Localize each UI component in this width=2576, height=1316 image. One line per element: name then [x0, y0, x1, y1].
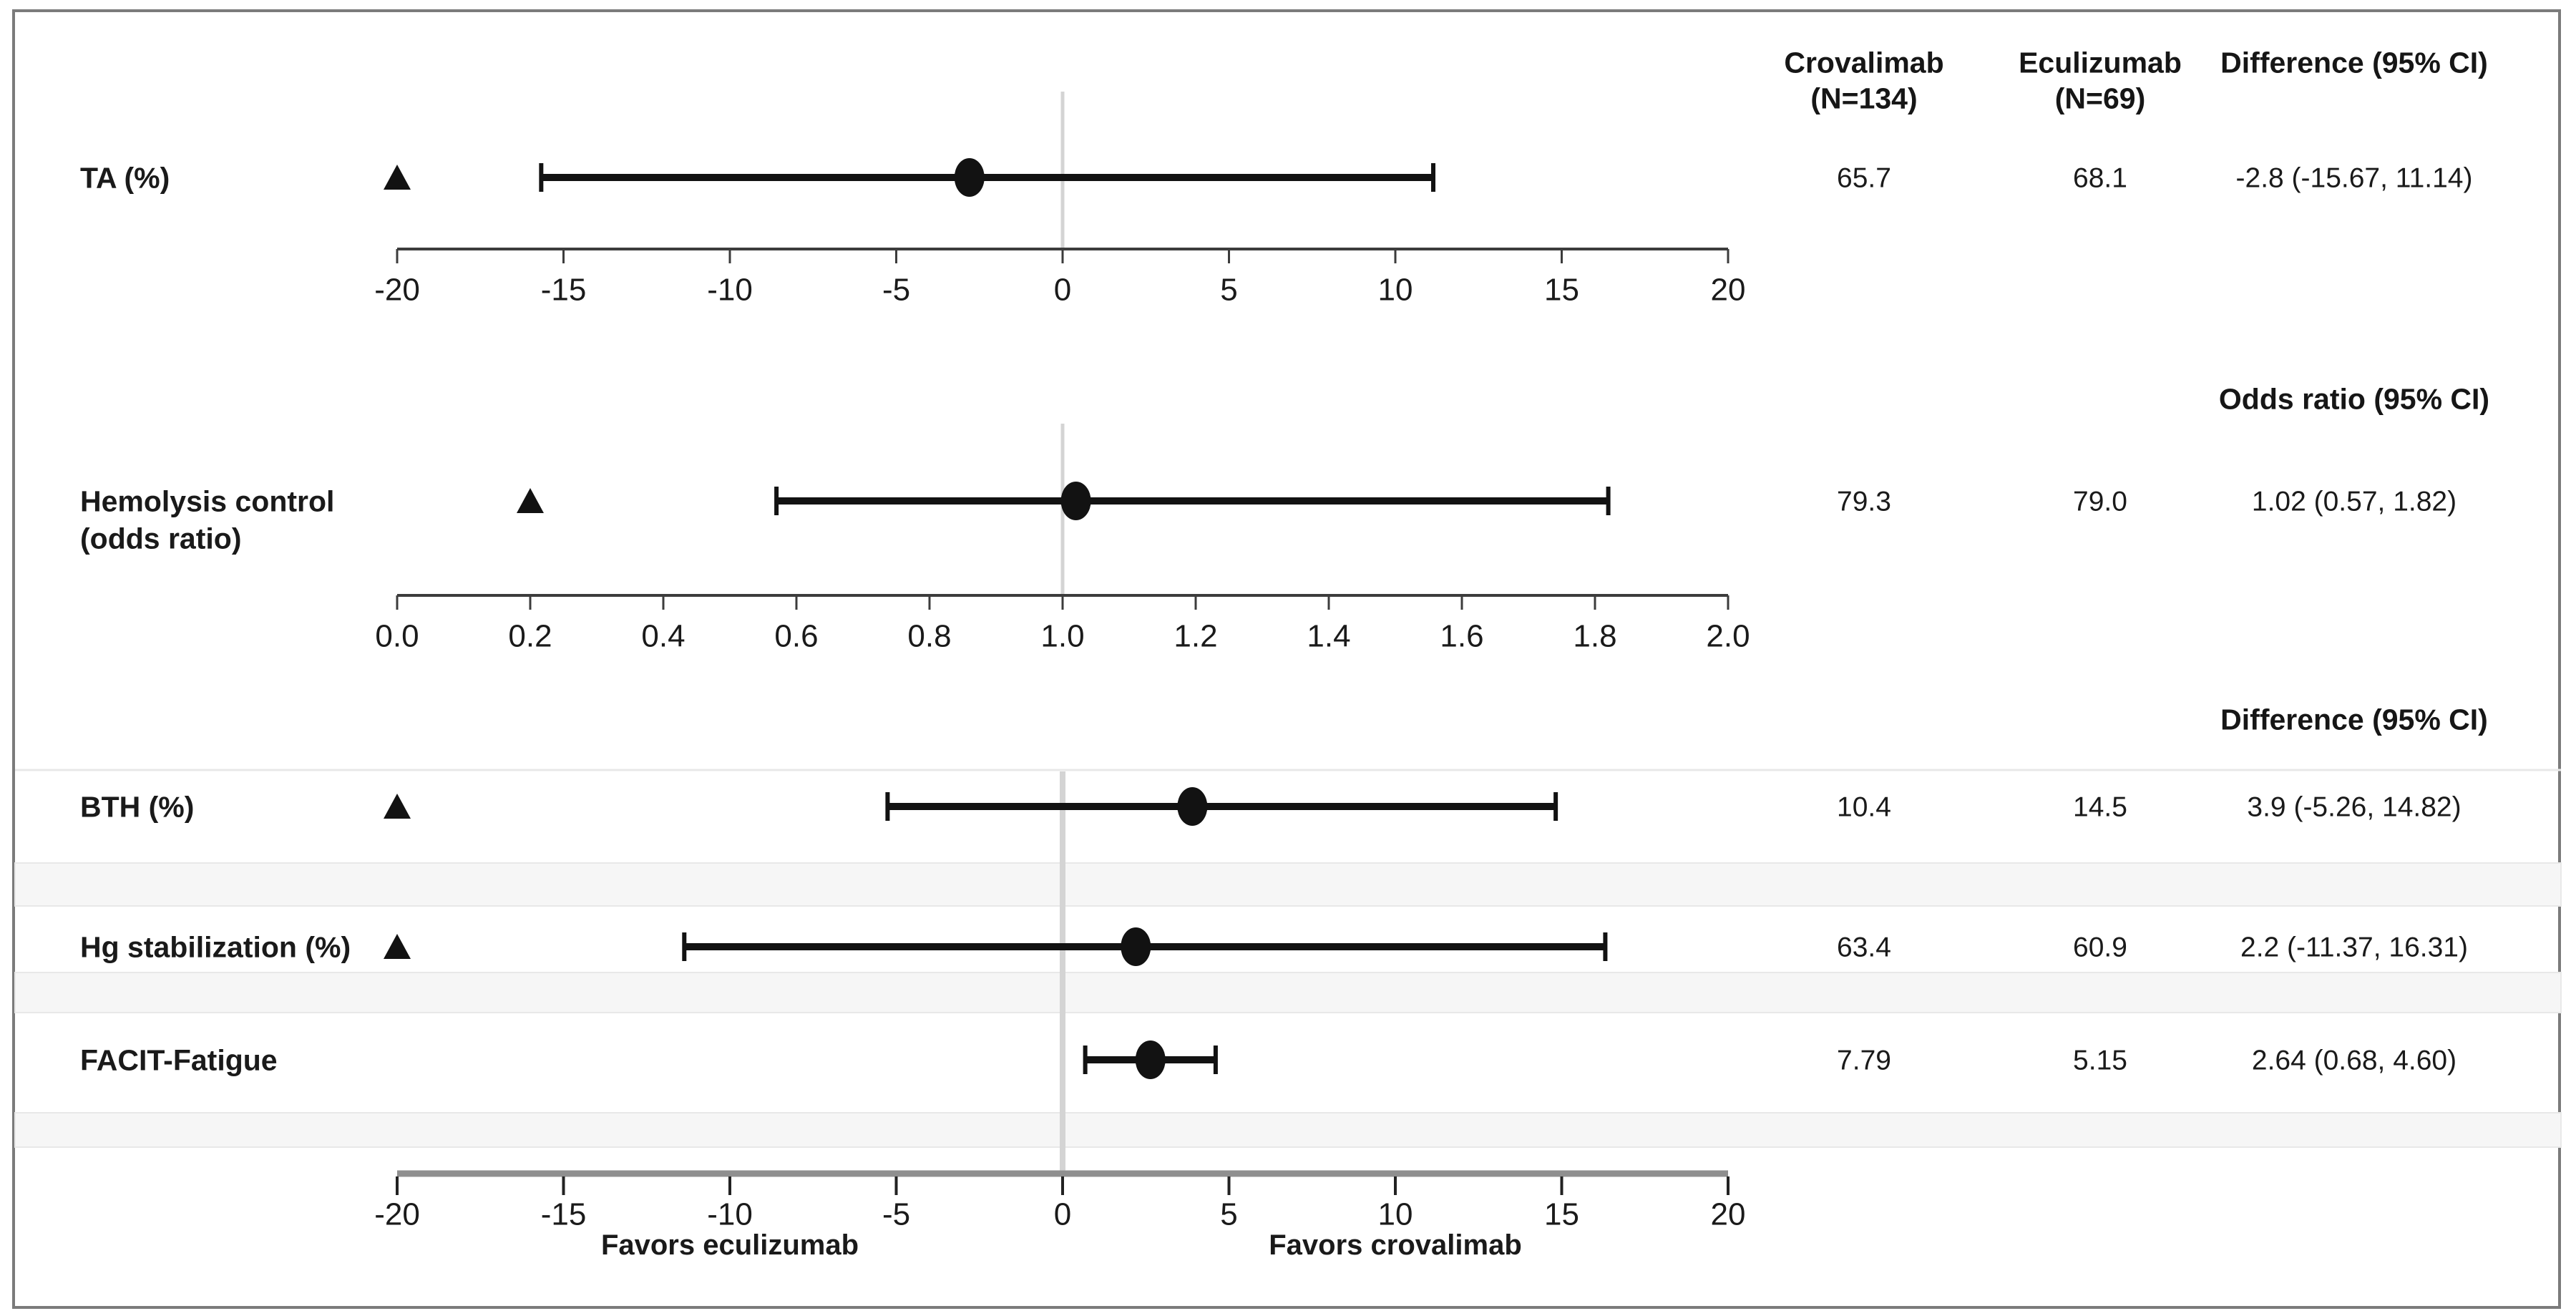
tick-label: -10 [707, 272, 753, 307]
cell-crovalimab-value: 63.4 [1837, 932, 1891, 963]
row-label: Hemolysis control [80, 484, 334, 517]
tick-label: -10 [707, 1196, 753, 1232]
cell-crovalimab-value: 65.7 [1837, 163, 1891, 194]
point-marker [954, 158, 985, 197]
tick-label: 15 [1544, 1196, 1579, 1232]
row-label: Hg stabilization (%) [80, 930, 351, 963]
tick-label: 0.8 [907, 618, 951, 653]
cell-estimate-value: 2.2 (-11.37, 16.31) [2240, 932, 2468, 963]
point-marker [1060, 482, 1091, 520]
tick-label: 0.6 [774, 618, 818, 653]
cell-eculizumab-value: 60.9 [2073, 932, 2127, 963]
tick-label: 20 [1711, 1196, 1746, 1232]
row-stripe [14, 862, 2562, 907]
tick-label: 0.2 [508, 618, 552, 653]
cell-crovalimab-value: 7.79 [1837, 1046, 1891, 1076]
point-marker [1121, 927, 1151, 966]
cell-eculizumab-value: 5.15 [2073, 1046, 2127, 1076]
row-stripe [14, 972, 2562, 1013]
tick-label: 5 [1220, 272, 1237, 307]
cell-estimate-value: -2.8 (-15.67, 11.14) [2236, 163, 2473, 194]
point-marker [1135, 1040, 1166, 1079]
tick-label: 1.0 [1040, 618, 1084, 653]
cell-crovalimab-value: 79.3 [1837, 487, 1891, 517]
row-label-line2: (odds ratio) [80, 522, 241, 555]
cell-eculizumab-value: 14.5 [2073, 792, 2127, 823]
margin-triangle [517, 488, 544, 513]
margin-triangle [384, 165, 411, 190]
estimate-header-difference-2: Difference (95% CI) [2220, 703, 2488, 736]
tick-label: 10 [1378, 1196, 1413, 1232]
tick-label: 1.4 [1307, 618, 1350, 653]
tick-label: 1.6 [1440, 618, 1483, 653]
row-stripe [14, 1112, 2562, 1148]
column-header-eculizumab-n: (N=69) [2054, 82, 2146, 115]
tick-label: -20 [374, 1196, 420, 1232]
estimate-header-difference-1: Difference (95% CI) [2220, 46, 2488, 79]
tick-label: 0.4 [641, 618, 685, 653]
estimate-header-odds-ratio: Odds ratio (95% CI) [2218, 382, 2490, 416]
cell-eculizumab-value: 68.1 [2073, 163, 2127, 194]
row-label: TA (%) [80, 161, 170, 194]
tick-label: -15 [541, 272, 587, 307]
column-header-crovalimab-n: (N=134) [1810, 82, 1918, 115]
cell-estimate-value: 2.64 (0.68, 4.60) [2252, 1046, 2457, 1076]
tick-label: 2.0 [1706, 618, 1750, 653]
column-header-eculizumab: Eculizumab [2019, 46, 2182, 79]
column-header-crovalimab: Crovalimab [1784, 46, 1944, 79]
favors-right-label: Favors crovalimab [1269, 1229, 1522, 1261]
tick-label: 1.2 [1174, 618, 1217, 653]
favors-left-label: Favors eculizumab [601, 1229, 859, 1261]
tick-label: 15 [1544, 272, 1579, 307]
tick-label: 5 [1220, 1196, 1237, 1232]
cell-estimate-value: 3.9 (-5.26, 14.82) [2247, 792, 2461, 823]
cell-estimate-value: 1.02 (0.57, 1.82) [2252, 487, 2457, 517]
margin-triangle [384, 794, 411, 819]
tick-label: 10 [1378, 272, 1413, 307]
row-label: FACIT-Fatigue [80, 1043, 278, 1076]
tick-label: 0 [1054, 272, 1071, 307]
tick-label: -20 [374, 272, 420, 307]
tick-label: -5 [882, 1196, 910, 1232]
tick-label: -5 [882, 272, 910, 307]
margin-triangle [384, 934, 411, 959]
tick-label: 0 [1054, 1196, 1071, 1232]
tick-label: 0.0 [375, 618, 419, 653]
cell-crovalimab-value: 10.4 [1837, 792, 1891, 823]
tick-label: 1.8 [1573, 618, 1616, 653]
tick-label: -15 [541, 1196, 587, 1232]
point-marker [1177, 787, 1208, 826]
cell-eculizumab-value: 79.0 [2073, 487, 2127, 517]
row-label: BTH (%) [80, 790, 194, 823]
tick-label: 20 [1711, 272, 1746, 307]
